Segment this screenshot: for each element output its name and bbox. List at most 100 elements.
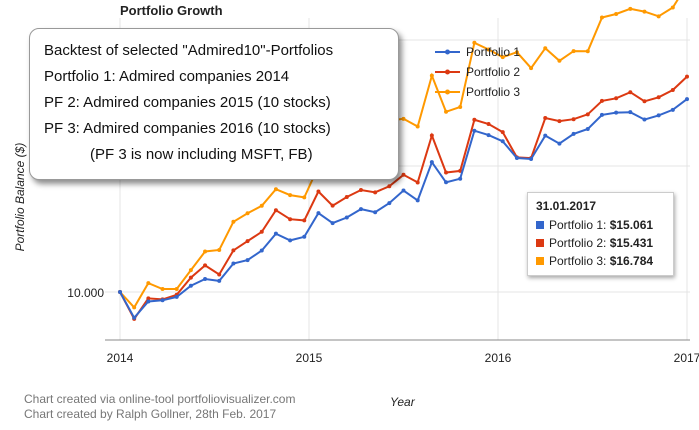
- data-point-1: [444, 180, 449, 185]
- data-point-2: [302, 218, 307, 223]
- data-point-2: [146, 296, 151, 301]
- data-point-1: [174, 294, 179, 299]
- annotation-line-3: PF 2: Admired companies 2015 (10 stocks): [44, 94, 331, 111]
- data-point-2: [472, 117, 477, 122]
- legend-marker-2: [445, 69, 450, 75]
- data-point-1: [330, 221, 335, 226]
- data-point-2: [387, 184, 392, 189]
- data-point-3: [543, 46, 548, 51]
- tooltip-swatch-1: [536, 221, 544, 229]
- data-point-3: [288, 193, 293, 198]
- tooltip-swatch-2: [536, 239, 544, 247]
- data-point-2: [444, 170, 449, 175]
- data-point-2: [330, 203, 335, 208]
- data-point-1: [529, 157, 534, 162]
- data-point-1: [543, 133, 548, 138]
- tooltip-date: 31.01.2017: [536, 199, 597, 213]
- y-tick-label: 10.000: [67, 286, 104, 300]
- data-point-3: [656, 14, 661, 19]
- data-point-2: [245, 239, 250, 244]
- footer-credit-2: Chart created by Ralph Gollner, 28th Feb…: [24, 407, 277, 421]
- data-point-3: [571, 49, 576, 54]
- tooltip-row-2: Portfolio 2: $15.431: [536, 236, 653, 250]
- data-point-1: [217, 278, 222, 283]
- data-point-1: [188, 283, 193, 288]
- data-point-2: [571, 117, 576, 122]
- data-point-1: [245, 258, 250, 263]
- data-point-3: [585, 49, 590, 54]
- data-point-2: [288, 217, 293, 222]
- data-point-3: [259, 203, 264, 208]
- tooltip-label-2: Portfolio 2:: [549, 236, 610, 250]
- data-point-1: [571, 131, 576, 136]
- data-point-2: [500, 130, 505, 135]
- x-tick-label: 2015: [296, 351, 323, 365]
- data-point-2: [358, 187, 363, 192]
- data-point-1: [670, 107, 675, 112]
- data-point-2: [217, 272, 222, 277]
- tooltip-label-3: Portfolio 3:: [549, 254, 610, 268]
- data-point-2: [344, 194, 349, 199]
- data-point-1: [231, 261, 236, 266]
- annotation-line-5: (PF 3 is now including MSFT, FB): [90, 146, 313, 163]
- data-point-1: [387, 201, 392, 206]
- data-point-2: [259, 229, 264, 234]
- data-point-1: [373, 210, 378, 215]
- data-point-2: [656, 95, 661, 100]
- y-axis-label: Portfolio Balance ($): [13, 142, 27, 252]
- data-point-3: [670, 5, 675, 10]
- data-point-3: [302, 195, 307, 200]
- chart-title: Portfolio Growth: [120, 3, 223, 18]
- data-point-3: [146, 281, 151, 286]
- data-point-1: [599, 112, 604, 117]
- data-point-3: [174, 286, 179, 291]
- data-point-1: [500, 139, 505, 144]
- data-point-3: [486, 47, 491, 52]
- data-point-2: [188, 275, 193, 280]
- data-point-1: [344, 215, 349, 220]
- data-point-2: [273, 208, 278, 213]
- data-point-3: [160, 286, 165, 291]
- annotation-line-4: PF 3: Admired companies 2016 (10 stocks): [44, 120, 331, 137]
- data-point-3: [599, 15, 604, 20]
- data-tooltip: 31.01.2017 Portfolio 1: $15.061 Portfoli…: [527, 192, 674, 276]
- data-point-3: [614, 11, 619, 16]
- data-point-1: [132, 315, 137, 320]
- data-point-3: [188, 268, 193, 273]
- data-point-2: [628, 90, 633, 95]
- data-point-3: [444, 109, 449, 114]
- x-axis-label: Year: [390, 395, 415, 409]
- data-point-3: [628, 6, 633, 11]
- data-point-2: [316, 189, 321, 194]
- data-point-1: [429, 160, 434, 165]
- data-point-3: [500, 55, 505, 60]
- data-point-2: [557, 119, 562, 124]
- data-point-1: [358, 207, 363, 212]
- data-point-2: [486, 122, 491, 127]
- data-point-1: [288, 238, 293, 243]
- data-point-3: [458, 105, 463, 110]
- tooltip-row-1: Portfolio 1: $15.061: [536, 218, 653, 232]
- data-point-2: [642, 99, 647, 104]
- tooltip-label-1: Portfolio 1:: [549, 218, 610, 232]
- data-point-3: [401, 116, 406, 121]
- data-point-3: [642, 9, 647, 14]
- data-point-1: [585, 126, 590, 131]
- data-point-1: [203, 277, 208, 282]
- data-point-3: [557, 58, 562, 63]
- data-point-3: [514, 50, 519, 55]
- data-point-2: [543, 115, 548, 120]
- data-point-1: [656, 113, 661, 118]
- data-point-2: [670, 88, 675, 93]
- data-point-3: [231, 219, 236, 224]
- data-point-2: [203, 263, 208, 268]
- data-point-1: [160, 298, 165, 303]
- data-point-3: [529, 66, 534, 71]
- tooltip-value-3: $16.784: [609, 254, 654, 268]
- tooltip-swatch-3: [536, 257, 544, 265]
- annotation-line-1: Backtest of selected "Admired10"-Portfol…: [44, 42, 334, 59]
- data-point-3: [415, 124, 420, 129]
- data-point-3: [203, 249, 208, 254]
- data-point-2: [373, 190, 378, 195]
